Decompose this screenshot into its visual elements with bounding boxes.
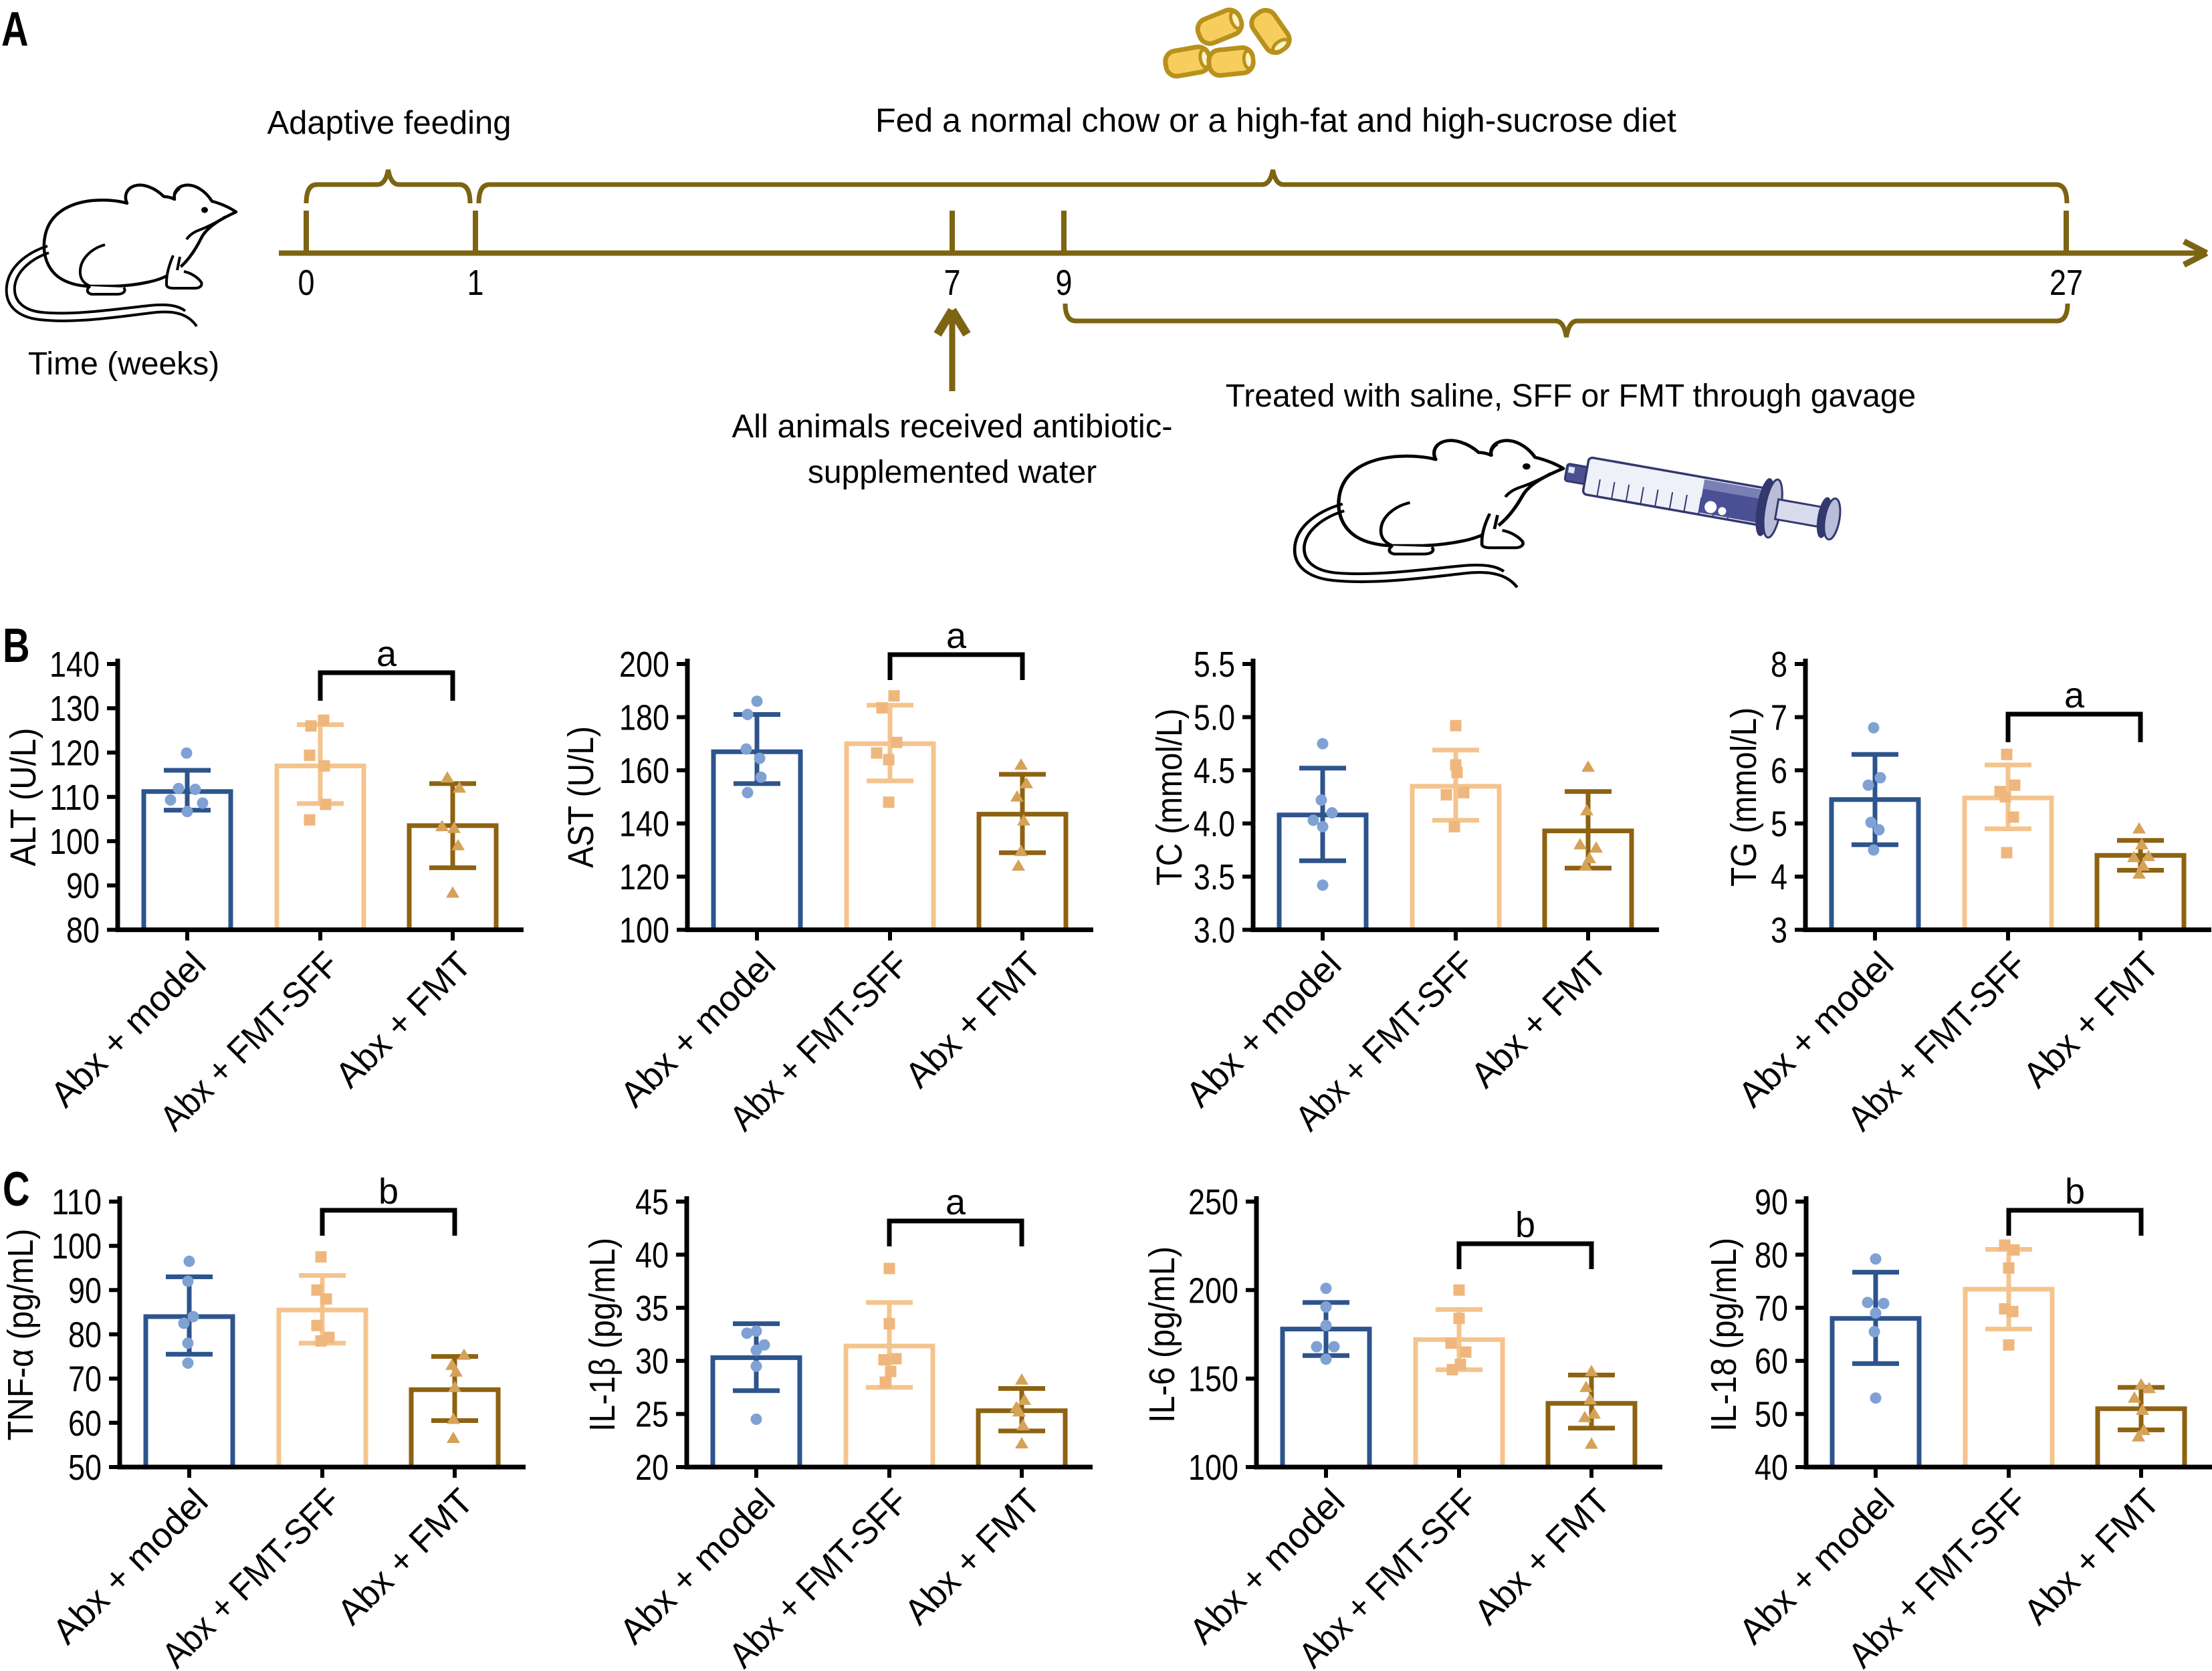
- svg-text:160: 160: [619, 751, 669, 791]
- svg-text:27: 27: [2050, 263, 2083, 303]
- svg-text:90: 90: [68, 1270, 102, 1311]
- svg-text:1: 1: [467, 263, 484, 303]
- svg-text:6: 6: [1771, 751, 1787, 791]
- svg-text:a: a: [946, 1182, 966, 1222]
- svg-text:25: 25: [635, 1395, 669, 1435]
- svg-text:supplemented water: supplemented water: [808, 455, 1097, 490]
- svg-text:4.0: 4.0: [1194, 804, 1235, 845]
- svg-text:5.0: 5.0: [1194, 698, 1235, 738]
- svg-text:90: 90: [1755, 1182, 1788, 1222]
- svg-text:100: 100: [1188, 1448, 1238, 1488]
- svg-text:50: 50: [68, 1448, 102, 1488]
- svg-text:a: a: [376, 634, 397, 674]
- svg-text:5: 5: [1771, 804, 1787, 845]
- svg-text:250: 250: [1188, 1182, 1238, 1222]
- svg-text:All animals received antibioti: All animals received antibiotic-: [732, 409, 1172, 445]
- svg-text:180: 180: [619, 698, 669, 738]
- svg-text:140: 140: [49, 645, 100, 685]
- svg-text:40: 40: [1755, 1448, 1788, 1488]
- svg-text:80: 80: [66, 911, 100, 951]
- svg-text:45: 45: [635, 1182, 669, 1222]
- svg-text:4.5: 4.5: [1194, 751, 1235, 791]
- svg-text:35: 35: [635, 1289, 669, 1329]
- svg-text:3.0: 3.0: [1194, 911, 1235, 951]
- svg-text:IL-6 (pg/mL): IL-6 (pg/mL): [1142, 1246, 1182, 1423]
- svg-text:A: A: [1, 2, 29, 55]
- svg-text:b: b: [2065, 1172, 2085, 1212]
- svg-text:8: 8: [1771, 645, 1787, 685]
- svg-text:60: 60: [68, 1404, 102, 1444]
- svg-text:120: 120: [49, 734, 100, 774]
- svg-text:130: 130: [49, 689, 100, 729]
- svg-text:150: 150: [1188, 1359, 1238, 1400]
- svg-text:40: 40: [635, 1235, 669, 1275]
- svg-text:110: 110: [51, 1182, 102, 1222]
- svg-text:9: 9: [1056, 263, 1073, 303]
- svg-text:90: 90: [66, 866, 100, 906]
- svg-text:3.5: 3.5: [1194, 857, 1235, 897]
- svg-text:b: b: [1515, 1205, 1535, 1245]
- svg-text:Adaptive feeding: Adaptive feeding: [267, 105, 511, 141]
- svg-text:120: 120: [619, 857, 669, 897]
- svg-text:3: 3: [1771, 911, 1787, 951]
- svg-text:80: 80: [68, 1315, 102, 1355]
- svg-text:AST (U/L): AST (U/L): [561, 726, 601, 868]
- svg-text:IL-1β (pg/mL): IL-1β (pg/mL): [582, 1238, 623, 1432]
- svg-text:C: C: [3, 1162, 30, 1216]
- svg-text:Treated with saline, SFF or FM: Treated with saline, SFF or FMT through …: [1226, 378, 1916, 414]
- svg-text:Time (weeks): Time (weeks): [28, 346, 219, 382]
- svg-text:7: 7: [1771, 698, 1787, 738]
- svg-text:100: 100: [619, 911, 669, 951]
- svg-text:IL-18 (pg/mL): IL-18 (pg/mL): [1704, 1238, 1744, 1432]
- svg-text:a: a: [946, 616, 967, 656]
- svg-text:200: 200: [1188, 1270, 1238, 1311]
- svg-text:ALT (U/L): ALT (U/L): [3, 728, 43, 867]
- svg-text:B: B: [3, 619, 30, 672]
- svg-text:80: 80: [1755, 1235, 1788, 1275]
- svg-text:20: 20: [635, 1448, 669, 1488]
- svg-text:200: 200: [619, 645, 669, 685]
- svg-text:50: 50: [1755, 1395, 1788, 1435]
- svg-text:4: 4: [1771, 857, 1787, 897]
- svg-text:TG (mmol/L): TG (mmol/L): [1724, 707, 1764, 887]
- svg-text:5.5: 5.5: [1194, 645, 1235, 685]
- svg-text:100: 100: [51, 1226, 102, 1266]
- svg-text:70: 70: [68, 1359, 102, 1400]
- svg-text:a: a: [2064, 675, 2085, 715]
- svg-text:TC (mmol/L): TC (mmol/L): [1149, 709, 1190, 886]
- svg-text:Fed a normal chow or a high-fa: Fed a normal chow or a high-fat and high…: [875, 102, 1676, 139]
- svg-text:70: 70: [1755, 1289, 1788, 1329]
- svg-text:100: 100: [49, 822, 100, 862]
- svg-text:30: 30: [635, 1341, 669, 1381]
- svg-text:7: 7: [944, 263, 961, 303]
- svg-text:140: 140: [619, 804, 669, 845]
- svg-text:b: b: [378, 1172, 399, 1212]
- svg-text:60: 60: [1755, 1341, 1788, 1381]
- svg-text:TNF-α (pg/mL): TNF-α (pg/mL): [1, 1229, 41, 1441]
- svg-text:0: 0: [298, 263, 315, 303]
- svg-text:110: 110: [49, 778, 100, 818]
